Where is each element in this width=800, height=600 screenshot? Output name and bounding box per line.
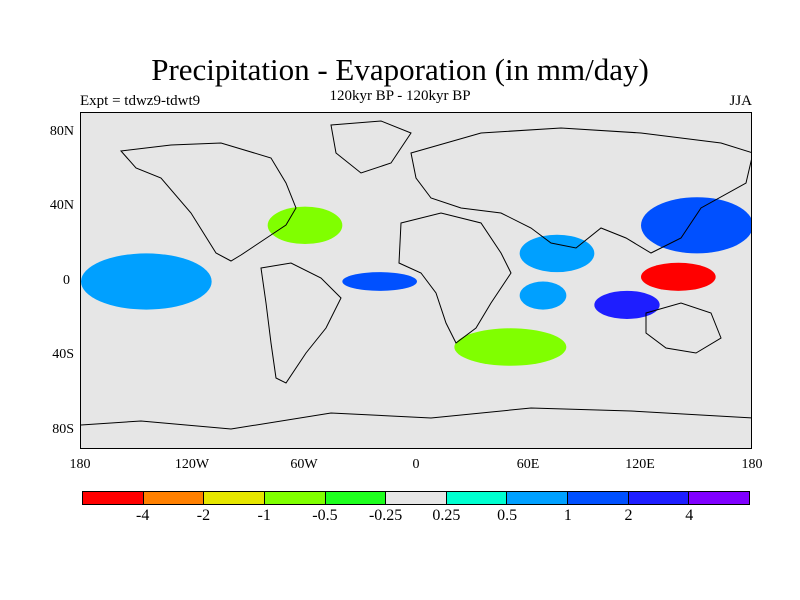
colorbar-label: -2 bbox=[196, 507, 211, 524]
field-region bbox=[81, 253, 212, 310]
colorbar-segment bbox=[568, 492, 629, 504]
lon-label-180e: 180 bbox=[741, 457, 763, 472]
colorbar-segment bbox=[143, 492, 205, 504]
colorbar-segment bbox=[446, 492, 508, 504]
coastline bbox=[330, 120, 412, 174]
colorbar-segment bbox=[689, 492, 750, 504]
colorbar-label: 2 bbox=[624, 507, 633, 524]
coastline bbox=[410, 127, 751, 254]
field-region bbox=[519, 234, 595, 273]
coastline bbox=[645, 302, 722, 354]
field-region bbox=[267, 206, 343, 245]
field-region bbox=[641, 197, 751, 254]
colorbar-segment bbox=[628, 492, 690, 504]
colorbar-label: -1 bbox=[257, 507, 271, 524]
colorbar-label: -4 bbox=[136, 507, 150, 524]
lat-label-80n: 80N bbox=[49, 124, 74, 139]
coastline bbox=[81, 407, 751, 430]
lon-label-120w: 120W bbox=[174, 457, 210, 472]
experiment-label: Expt = tdwz9-tdwt9 bbox=[80, 93, 201, 109]
lon-label-60w: 60W bbox=[290, 457, 318, 472]
map-svg bbox=[81, 120, 751, 430]
colorbar-label: 0.25 bbox=[432, 507, 461, 524]
colorbar-segment bbox=[264, 492, 326, 504]
pe-field-layer bbox=[81, 197, 751, 366]
colorbar-label: -0.25 bbox=[368, 507, 403, 524]
lat-label-80s: 80S bbox=[52, 422, 74, 437]
colorbar bbox=[82, 491, 750, 505]
map-plot-area bbox=[80, 112, 752, 449]
lat-label-40n: 40N bbox=[49, 198, 74, 213]
lon-label-120e: 120E bbox=[625, 457, 655, 472]
field-region bbox=[641, 262, 716, 291]
colorbar-segment bbox=[386, 492, 447, 504]
coastline bbox=[398, 212, 512, 344]
lon-label-60e: 60E bbox=[516, 457, 540, 472]
colorbar-label: 1 bbox=[563, 507, 572, 524]
colorbar-segment bbox=[83, 492, 144, 504]
colorbar-segment bbox=[204, 492, 265, 504]
colorbar-segment bbox=[507, 492, 569, 504]
coastline bbox=[260, 262, 342, 384]
field-region bbox=[342, 272, 417, 291]
field-region bbox=[519, 281, 567, 310]
chart-title: Precipitation - Evaporation (in mm/day) bbox=[151, 52, 649, 87]
lat-label-0: 0 bbox=[63, 273, 70, 288]
colorbar-label: 0.5 bbox=[497, 507, 518, 524]
season-label: JJA bbox=[729, 93, 752, 109]
lat-label-40s: 40S bbox=[52, 347, 74, 362]
colorbar-segment bbox=[325, 492, 387, 504]
colorbar-label: -0.5 bbox=[312, 507, 338, 524]
chart-subtitle: 120kyr BP - 120kyr BP bbox=[329, 88, 471, 104]
lon-label-0: 0 bbox=[412, 457, 420, 472]
coastline bbox=[119, 142, 297, 262]
field-region bbox=[594, 290, 660, 319]
lon-label-180w: 180 bbox=[69, 457, 91, 472]
field-region bbox=[454, 328, 567, 366]
colorbar-label: 4 bbox=[685, 507, 694, 524]
coastlines bbox=[81, 120, 751, 430]
